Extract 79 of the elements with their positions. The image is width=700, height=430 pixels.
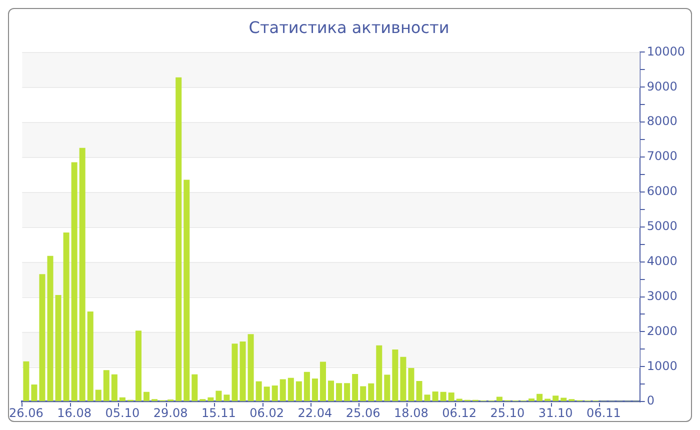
bar [432,391,438,402]
x-tick-label: 16.08 [57,406,92,420]
bar [87,311,94,402]
y-tick-label: 10000 [646,44,686,58]
x-tick-label: 06.11 [586,406,621,420]
bar [352,374,358,402]
y-tick-label: 2000 [646,324,678,338]
bar [280,379,286,402]
bar [416,380,422,402]
bar [400,356,406,402]
x-tick-label: 15.11 [202,406,236,420]
bar [23,361,30,402]
bar [111,374,118,402]
y-tick-label: 7000 [646,149,678,164]
y-tick-label: 3000 [646,288,678,303]
bar [47,256,54,402]
y-tick-label: 1000 [646,358,678,373]
bar [216,390,222,402]
bar [304,372,310,402]
bar [272,386,278,402]
y-tick-label: 4000 [646,254,678,268]
bar [536,394,543,402]
x-tick-label: 29.08 [153,406,188,420]
bar [424,394,430,402]
bar [384,374,390,402]
y-tick-label: 6000 [646,184,678,198]
y-tick-label: 0 [646,394,654,408]
x-tick-label: 25.10 [490,406,525,420]
bar [288,378,294,402]
bar [448,392,454,402]
bar [176,77,182,402]
bar [184,180,190,402]
bar [392,350,398,402]
x-tick-label: 26.06 [9,406,44,420]
x-tick-label: 31.10 [538,406,573,420]
bar [336,383,342,402]
bar [232,344,238,402]
bar [256,381,262,402]
y-tick-label: 8000 [646,114,678,128]
bar [144,392,150,402]
bar [103,370,110,402]
bar [31,384,38,402]
bar [360,386,366,402]
x-tick-label: 06.02 [250,406,284,420]
bar [368,383,374,402]
bar [39,274,46,402]
bar [296,381,302,402]
bar [320,362,326,402]
bar [224,394,230,402]
bar [440,392,446,402]
x-tick-label: 22.04 [298,406,332,420]
bar [95,390,102,402]
bar [208,397,214,402]
bar [55,295,62,402]
bar [552,396,559,402]
bar [119,397,126,402]
bar [344,383,350,402]
bar [496,396,502,402]
y-tick-label: 9000 [646,79,678,94]
bar [560,398,567,402]
bar [408,368,414,402]
bar [192,374,198,402]
y-tick-label: 5000 [646,219,678,234]
x-tick-label: 06.12 [442,406,477,420]
bar [71,162,78,402]
chart-title: Статистика активности [248,18,450,37]
x-tick-label: 25.06 [346,406,380,420]
x-tick-label: 18.08 [394,406,428,420]
bar [312,378,318,402]
bar [79,148,86,402]
bar [240,342,246,402]
bar [264,386,270,402]
bar [135,330,142,402]
bar [376,345,382,402]
bar [528,398,535,402]
bar [248,334,254,402]
x-tick-label: 05.10 [105,406,140,420]
bar [328,380,334,402]
bar [63,232,70,402]
